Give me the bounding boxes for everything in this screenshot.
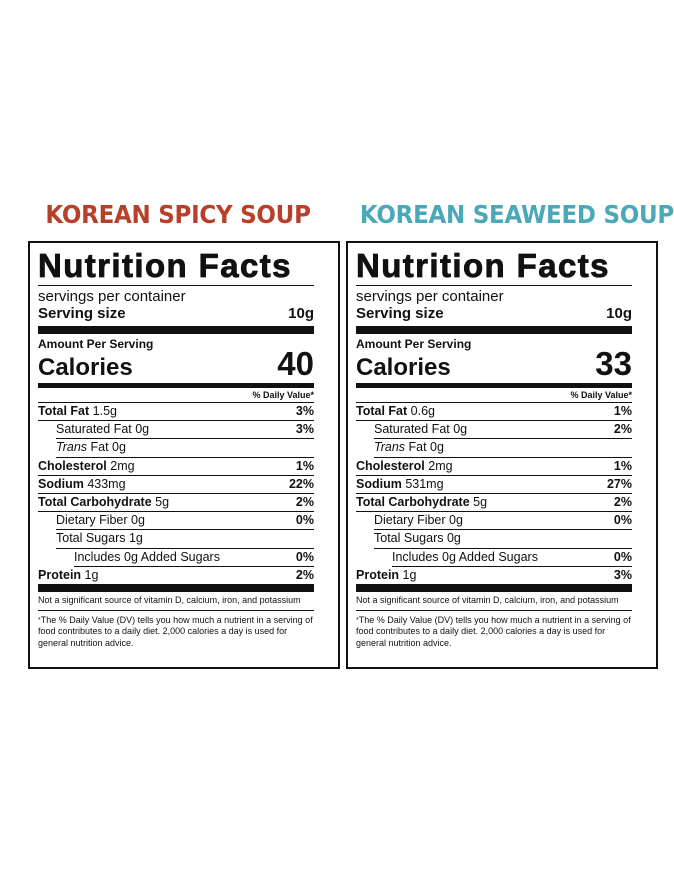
nutrient-label: Saturated Fat 0g xyxy=(56,422,150,437)
protein-row: Protein 1g 3% xyxy=(356,567,632,593)
saturated-fat-row: Saturated Fat 0g 2% xyxy=(374,421,632,440)
serving-size-value: 10g xyxy=(606,305,632,322)
servings-per-container: servings per container xyxy=(38,288,186,305)
total-sugars-row: Total Sugars 0g xyxy=(374,530,632,549)
nutrient-label: Total Sugars 1g xyxy=(56,531,143,546)
calories-row: Calories 33 xyxy=(356,347,632,388)
nutrient-label: Cholesterol xyxy=(38,458,107,473)
trans-rest: Fat 0g xyxy=(87,440,126,455)
nutrient-pct: 2% xyxy=(295,495,314,510)
nutrient-label: Total Sugars 0g xyxy=(374,531,461,546)
nutrient-pct: 1% xyxy=(295,458,314,473)
total-fat-row: Total Fat 1.5g 3% xyxy=(38,403,314,422)
nutrient-amount: 2mg xyxy=(428,458,453,473)
soup-title: KOREAN SEAWEED SOUP xyxy=(359,200,674,229)
total-carb-row: Total Carbohydrate 5g 2% xyxy=(356,494,632,513)
daily-value-header: % Daily Value* xyxy=(38,388,314,403)
nutrient-amount: 0.6g xyxy=(410,404,435,418)
nutrient-label: Includes 0g Added Sugars xyxy=(74,549,220,564)
saturated-fat-row: Saturated Fat 0g 3% xyxy=(56,421,314,440)
nutrition-facts-title: Nutrition Facts xyxy=(38,243,314,286)
nutrient-amount: 2mg xyxy=(110,458,135,473)
nutrient-amount: 1g xyxy=(84,567,99,582)
total-sugars-row: Total Sugars 1g xyxy=(56,530,314,549)
nutrient-pct: 0% xyxy=(295,549,314,564)
nutrient-pct: 0% xyxy=(613,549,632,564)
added-sugars-row: Includes 0g Added Sugars 0% xyxy=(74,549,314,567)
serving-size-row: Serving size 10g xyxy=(356,305,632,334)
nutrient-amount: 531mg xyxy=(405,476,444,491)
daily-value-note: *The % Daily Value (DV) tells you how mu… xyxy=(356,614,631,649)
nutrient-label: Dietary Fiber 0g xyxy=(374,513,463,528)
nutrient-pct: 0% xyxy=(613,513,632,528)
cholesterol-row: Cholesterol 2mg 1% xyxy=(38,458,314,476)
nutrient-amount: 433mg xyxy=(87,476,126,491)
sodium-row: Sodium 433mg 22% xyxy=(38,476,314,495)
sodium-row: Sodium 531mg 27% xyxy=(356,476,632,495)
nutrient-pct: 1% xyxy=(613,404,632,418)
trans-fat-row: Trans Fat 0g xyxy=(374,439,632,458)
nutrient-amount: 5g xyxy=(155,495,170,510)
added-sugars-row: Includes 0g Added Sugars 0% xyxy=(392,549,632,567)
nutrient-amount: 1.5g xyxy=(92,404,117,418)
calories-value: 40 xyxy=(277,345,314,382)
protein-row: Protein 1g 2% xyxy=(38,567,314,593)
nutrition-facts-title: Nutrition Facts xyxy=(356,243,632,286)
calories-label: Calories xyxy=(356,354,451,381)
nutrient-pct: 22% xyxy=(288,476,314,491)
total-fat-row: Total Fat 0.6g 1% xyxy=(356,403,632,422)
nutrient-pct: 3% xyxy=(295,404,314,418)
trans-label: Trans xyxy=(56,440,88,455)
amount-per-serving: Amount Per Serving xyxy=(38,337,154,351)
nutrient-pct: 2% xyxy=(295,567,314,582)
nutrient-label: Sodium xyxy=(38,476,84,491)
amount-per-serving: Amount Per Serving xyxy=(356,337,472,351)
nutrient-amount: 5g xyxy=(473,495,488,510)
dietary-fiber-row: Dietary Fiber 0g 0% xyxy=(56,512,314,531)
nutrition-label: Nutrition Facts servings per container S… xyxy=(346,241,658,669)
serving-size-label: Serving size xyxy=(356,305,444,322)
nutrient-pct: 27% xyxy=(606,476,632,491)
nutrient-pct: 2% xyxy=(613,495,632,510)
nutrient-label: Protein xyxy=(356,567,400,582)
serving-size-value: 10g xyxy=(288,305,314,322)
trans-rest: Fat 0g xyxy=(405,440,444,455)
trans-fat-row: Trans Fat 0g xyxy=(56,439,314,458)
serving-size-label: Serving size xyxy=(38,305,126,322)
nutrition-label: Nutrition Facts servings per container S… xyxy=(28,241,340,669)
nutrient-label: Total Fat xyxy=(356,404,408,418)
daily-value-note: *The % Daily Value (DV) tells you how mu… xyxy=(38,614,313,649)
serving-size-row: Serving size 10g xyxy=(38,305,314,334)
dietary-fiber-row: Dietary Fiber 0g 0% xyxy=(374,512,632,531)
nutrient-label: Protein xyxy=(38,567,82,582)
soup-title: KOREAN SPICY SOUP xyxy=(45,200,311,229)
nutrient-label: Total Carbohydrate xyxy=(38,495,152,510)
nutrient-label: Cholesterol xyxy=(356,458,425,473)
calories-row: Calories 40 xyxy=(38,347,314,388)
spicy-soup-panel: KOREAN SPICY SOUP Nutrition Facts servin… xyxy=(28,200,340,669)
nutrient-pct: 0% xyxy=(295,513,314,528)
cholesterol-row: Cholesterol 2mg 1% xyxy=(356,458,632,476)
nutrient-amount: 1g xyxy=(402,567,417,582)
nutrient-label: Dietary Fiber 0g xyxy=(56,513,145,528)
vitamin-note: Not a significant source of vitamin D, c… xyxy=(38,592,314,611)
nutrient-pct: 2% xyxy=(613,422,632,437)
nutrient-label: Saturated Fat 0g xyxy=(374,422,468,437)
nutrient-pct: 3% xyxy=(295,422,314,437)
calories-value: 33 xyxy=(595,345,632,382)
servings-per-container: servings per container xyxy=(356,288,504,305)
trans-label: Trans xyxy=(374,440,406,455)
nutrient-pct: 3% xyxy=(613,567,632,582)
vitamin-note: Not a significant source of vitamin D, c… xyxy=(356,592,632,611)
nutrient-label: Total Carbohydrate xyxy=(356,495,470,510)
nutrient-pct: 1% xyxy=(613,458,632,473)
daily-value-header: % Daily Value* xyxy=(356,388,632,403)
nutrient-label: Includes 0g Added Sugars xyxy=(392,549,538,564)
calories-label: Calories xyxy=(38,354,133,381)
nutrient-label: Sodium xyxy=(356,476,402,491)
nutrient-label: Total Fat xyxy=(38,404,90,418)
seaweed-soup-panel: KOREAN SEAWEED SOUP Nutrition Facts serv… xyxy=(346,200,674,669)
total-carb-row: Total Carbohydrate 5g 2% xyxy=(38,494,314,513)
